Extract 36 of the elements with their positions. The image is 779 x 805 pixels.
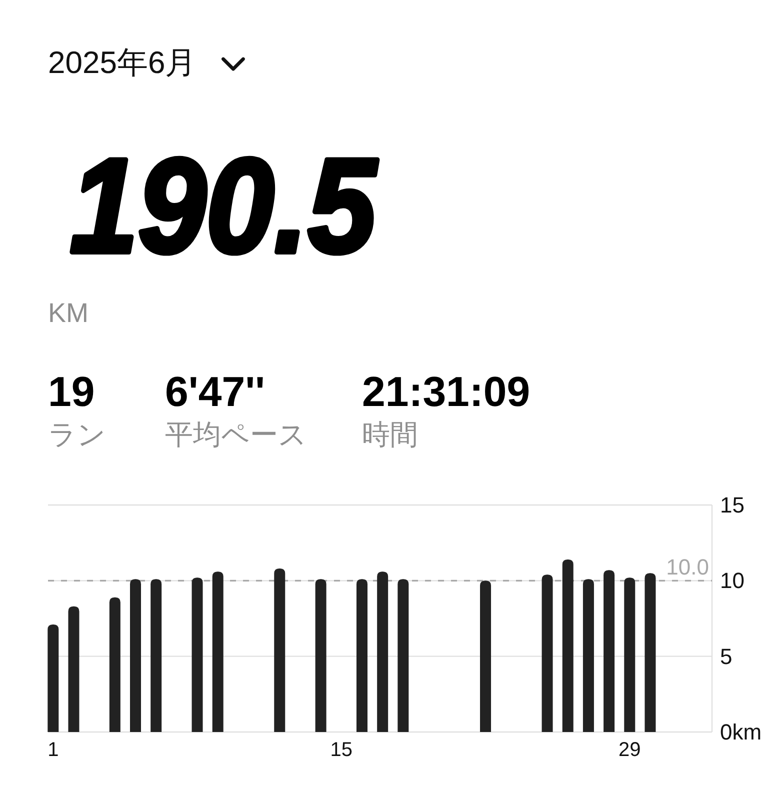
- bar: [644, 573, 656, 732]
- bar: [542, 574, 553, 732]
- bar: [150, 579, 162, 732]
- text: 平均ペース: [165, 419, 307, 450]
- y-tick-label: 15: [720, 492, 744, 518]
- bar: [212, 572, 224, 732]
- bar: [130, 579, 142, 732]
- text: ラン: [48, 419, 106, 450]
- x-tick-label: 15: [330, 739, 353, 761]
- text: 190.5: [70, 132, 406, 281]
- bar: [562, 559, 574, 732]
- text: 6'47'': [165, 368, 266, 415]
- y-tick-label: 5: [720, 644, 732, 669]
- bar: [109, 597, 120, 732]
- bar: [604, 570, 615, 732]
- bar: [480, 580, 492, 732]
- bar: [356, 579, 368, 732]
- x-tick-label: 29: [618, 739, 641, 761]
- bar: [624, 578, 636, 732]
- bar: [68, 606, 80, 732]
- bar: [274, 568, 286, 732]
- text: KM: [48, 298, 88, 328]
- bar: [582, 579, 594, 732]
- bar: [315, 579, 326, 732]
- text: 19: [48, 368, 95, 415]
- bar: [398, 579, 409, 732]
- x-tick-label: 1: [48, 739, 59, 761]
- y-tick-label: 0km: [720, 720, 762, 744]
- chart-title: 2025年6月: [48, 45, 196, 80]
- bar: [377, 572, 388, 732]
- text: 時間: [362, 419, 418, 450]
- ref-line-label: 10.0: [666, 554, 709, 580]
- bar: [192, 578, 203, 732]
- y-tick-label: 10: [720, 568, 744, 594]
- bar: [48, 624, 59, 732]
- text: 21:31:09: [362, 368, 530, 415]
